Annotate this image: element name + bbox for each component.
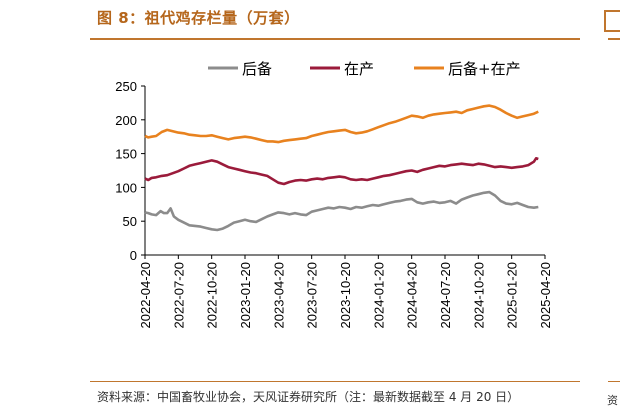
x-tick-label: 2023-01-20 — [238, 262, 253, 329]
x-tick-label: 2024-10-20 — [471, 262, 486, 329]
x-tick-label: 2022-10-20 — [205, 262, 220, 329]
y-tick-label: 50 — [123, 214, 137, 229]
axes: 0 50 100 150 200 250 2022-04-20 2022-07-20 2022-… — [115, 79, 553, 329]
x-tick-label: 2024-04-20 — [405, 262, 420, 329]
x-tick-label: 2025-04-20 — [538, 262, 553, 329]
y-tick-label: 100 — [115, 180, 137, 195]
series-line-3 — [144, 104, 539, 144]
x-tick-label: 2025-01-20 — [505, 262, 520, 329]
x-tick-label: 2022-04-20 — [138, 262, 153, 329]
x-tick-label: 2024-07-20 — [438, 262, 453, 329]
figure-title: 图 8：祖代鸡存栏量（万套） — [97, 9, 300, 27]
series-group — [144, 104, 539, 232]
source-rule — [90, 381, 580, 382]
legend-label-2: 在产 — [344, 60, 374, 78]
source-note: 资料来源：中国畜牧业协会，天风证券研究所（注：最新数据截至 4 月 20 日） — [97, 390, 520, 404]
x-tick-label: 2024-01-20 — [371, 262, 386, 329]
x-tick-label: 2023-10-20 — [338, 262, 353, 329]
y-tick-label: 0 — [130, 248, 137, 263]
legend: 后备 在产 后备+在产 — [208, 60, 521, 78]
y-tick-label: 250 — [115, 79, 137, 94]
y-tick-label: 150 — [115, 147, 137, 162]
title-rule — [90, 38, 580, 40]
x-tick-label: 2023-04-20 — [271, 262, 286, 329]
legend-label-3: 后备+在产 — [448, 60, 521, 78]
adjacent-figure-rule — [608, 38, 620, 40]
line-chart: 后备 在产 后备+在产 0 50 100 150 200 250 2022-04-20 2022-… — [115, 60, 553, 329]
series-line-2 — [144, 157, 539, 186]
adjacent-source-char: 资 — [607, 394, 618, 407]
adjacent-figure-edge — [604, 10, 620, 32]
legend-label-1: 后备 — [242, 60, 272, 78]
y-tick-label: 200 — [115, 113, 137, 128]
x-tick-label: 2022-07-20 — [171, 262, 186, 329]
series-line-1 — [144, 190, 539, 232]
x-tick-label: 2023-07-20 — [305, 262, 320, 329]
adjacent-source-rule — [608, 381, 620, 382]
